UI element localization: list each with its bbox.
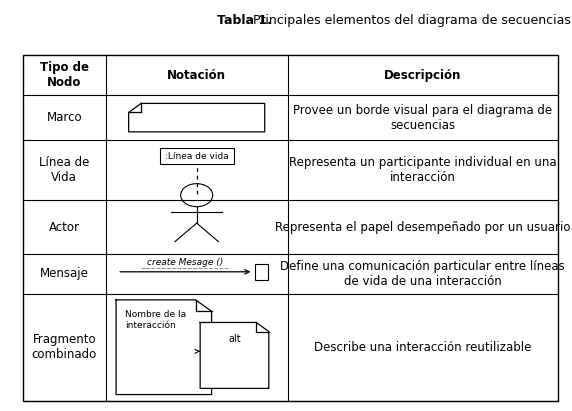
Bar — [116, 300, 212, 395]
Bar — [200, 323, 269, 388]
Bar — [160, 148, 234, 164]
Text: Línea de
Vida: Línea de Vida — [39, 156, 89, 184]
Text: Nombre de la
interacción: Nombre de la interacción — [125, 310, 186, 330]
Text: Principales elementos del diagrama de secuencias: Principales elementos del diagrama de se… — [217, 14, 571, 28]
Text: Representa un participante individual en una
interacción: Representa un participante individual en… — [289, 156, 557, 184]
Text: :Línea de vida: :Línea de vida — [165, 152, 229, 161]
Text: Notación: Notación — [167, 69, 226, 82]
Text: Actor: Actor — [49, 221, 80, 234]
Text: Marco: Marco — [46, 111, 82, 124]
Bar — [23, 55, 558, 401]
Text: Provee un borde visual para el diagrama de
secuencias: Provee un borde visual para el diagrama … — [293, 104, 552, 132]
Text: Descripción: Descripción — [384, 69, 462, 82]
Text: Tipo de
Nodo: Tipo de Nodo — [40, 61, 89, 89]
Bar — [255, 264, 268, 279]
Text: Representa el papel desempeñado por un usuario: Representa el papel desempeñado por un u… — [275, 221, 570, 234]
Text: Describe una interacción reutilizable: Describe una interacción reutilizable — [314, 341, 531, 354]
Text: ~~~~~~~~~~~~~~~~~: ~~~~~~~~~~~~~~~~~ — [141, 266, 230, 271]
Text: Tabla 1.: Tabla 1. — [217, 14, 272, 28]
Text: Mensaje: Mensaje — [40, 267, 89, 280]
Text: alt: alt — [228, 334, 241, 344]
Text: Fragmento
combinado: Fragmento combinado — [31, 333, 97, 361]
Text: Define una comunicación particular entre líneas
de vida de una interacción: Define una comunicación particular entre… — [280, 260, 565, 288]
Text: create Mesage (): create Mesage () — [147, 258, 224, 267]
